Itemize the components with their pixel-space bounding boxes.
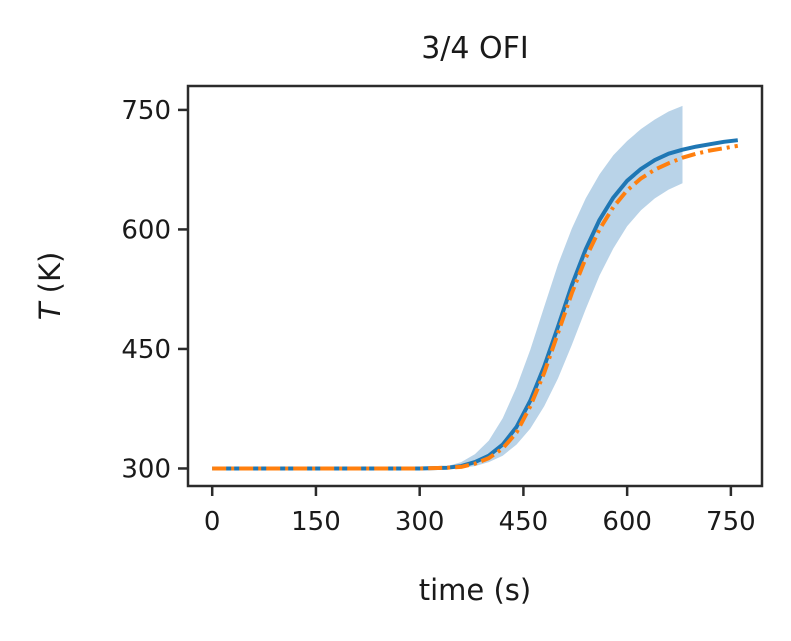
uncertainty-band-layer bbox=[212, 105, 683, 469]
y-tick-label: 750 bbox=[121, 96, 171, 126]
y-tick-label: 300 bbox=[121, 454, 171, 484]
y-axis-label: T (K) bbox=[33, 252, 67, 321]
x-tick-label: 750 bbox=[706, 507, 756, 537]
x-tick-label: 300 bbox=[395, 507, 445, 537]
series-line-2 bbox=[212, 143, 739, 471]
x-tick-label: 0 bbox=[204, 507, 221, 537]
x-tick-label: 450 bbox=[499, 507, 549, 537]
x-axis-ticks: 0 150 300 450 600 750 bbox=[204, 486, 756, 537]
x-axis-label: time (s) bbox=[419, 573, 531, 607]
x-tick-label: 150 bbox=[291, 507, 341, 537]
y-tick-label: 600 bbox=[121, 215, 171, 245]
x-tick-label: 600 bbox=[602, 507, 652, 537]
plot-frame bbox=[186, 84, 764, 488]
y-axis-label-unit: (K) bbox=[33, 252, 67, 303]
chart-title: 3/4 OFI bbox=[421, 31, 529, 66]
series-line-1 bbox=[212, 138, 739, 471]
y-axis-ticks: 300 450 600 750 bbox=[121, 96, 188, 484]
y-axis-label-symbol: T bbox=[33, 300, 67, 320]
series-layer bbox=[212, 138, 739, 471]
uncertainty-band bbox=[212, 105, 683, 469]
y-tick-label: 450 bbox=[121, 335, 171, 365]
